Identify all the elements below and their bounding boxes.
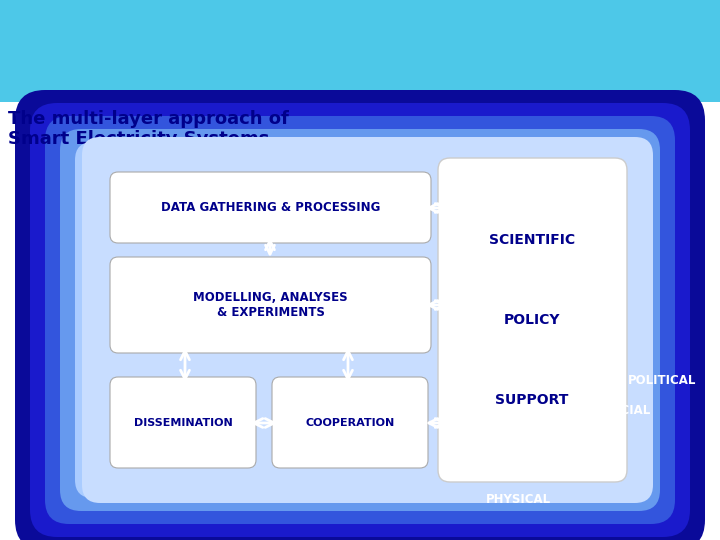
Text: PHYSICAL: PHYSICAL	[486, 493, 551, 506]
Bar	[0, 97, 720, 540]
Bar	[0, 95, 720, 102]
FancyBboxPatch shape	[110, 172, 431, 243]
FancyBboxPatch shape	[272, 377, 428, 468]
FancyBboxPatch shape	[60, 129, 660, 511]
FancyBboxPatch shape	[110, 377, 256, 468]
Text: CYBER: CYBER	[533, 463, 576, 476]
Text: SUPPORT: SUPPORT	[495, 393, 569, 407]
Text: POLITICAL: POLITICAL	[629, 374, 696, 387]
FancyBboxPatch shape	[75, 142, 645, 498]
FancyBboxPatch shape	[45, 116, 675, 524]
Text: SCIENTIFIC: SCIENTIFIC	[489, 233, 575, 247]
FancyBboxPatch shape	[110, 257, 431, 353]
Text: MODELLING, ANALYSES
& EXPERIMENTS: MODELLING, ANALYSES & EXPERIMENTS	[193, 291, 348, 319]
Text: DATA GATHERING & PROCESSING: DATA GATHERING & PROCESSING	[161, 201, 380, 214]
Text: DISSEMINATION: DISSEMINATION	[134, 417, 233, 428]
Text: POLICY: POLICY	[504, 313, 560, 327]
FancyBboxPatch shape	[438, 158, 627, 482]
FancyBboxPatch shape	[30, 103, 690, 537]
Bar	[0, 0, 720, 97]
Text: The multi-layer approach of: The multi-layer approach of	[8, 110, 289, 128]
Text: SOCIAL: SOCIAL	[602, 404, 651, 417]
Text: ECONOMIC: ECONOMIC	[554, 434, 626, 447]
Text: Smart Electricity Systems: Smart Electricity Systems	[8, 130, 269, 148]
FancyBboxPatch shape	[82, 137, 653, 503]
Text: COOPERATION: COOPERATION	[305, 417, 395, 428]
FancyBboxPatch shape	[15, 90, 705, 540]
